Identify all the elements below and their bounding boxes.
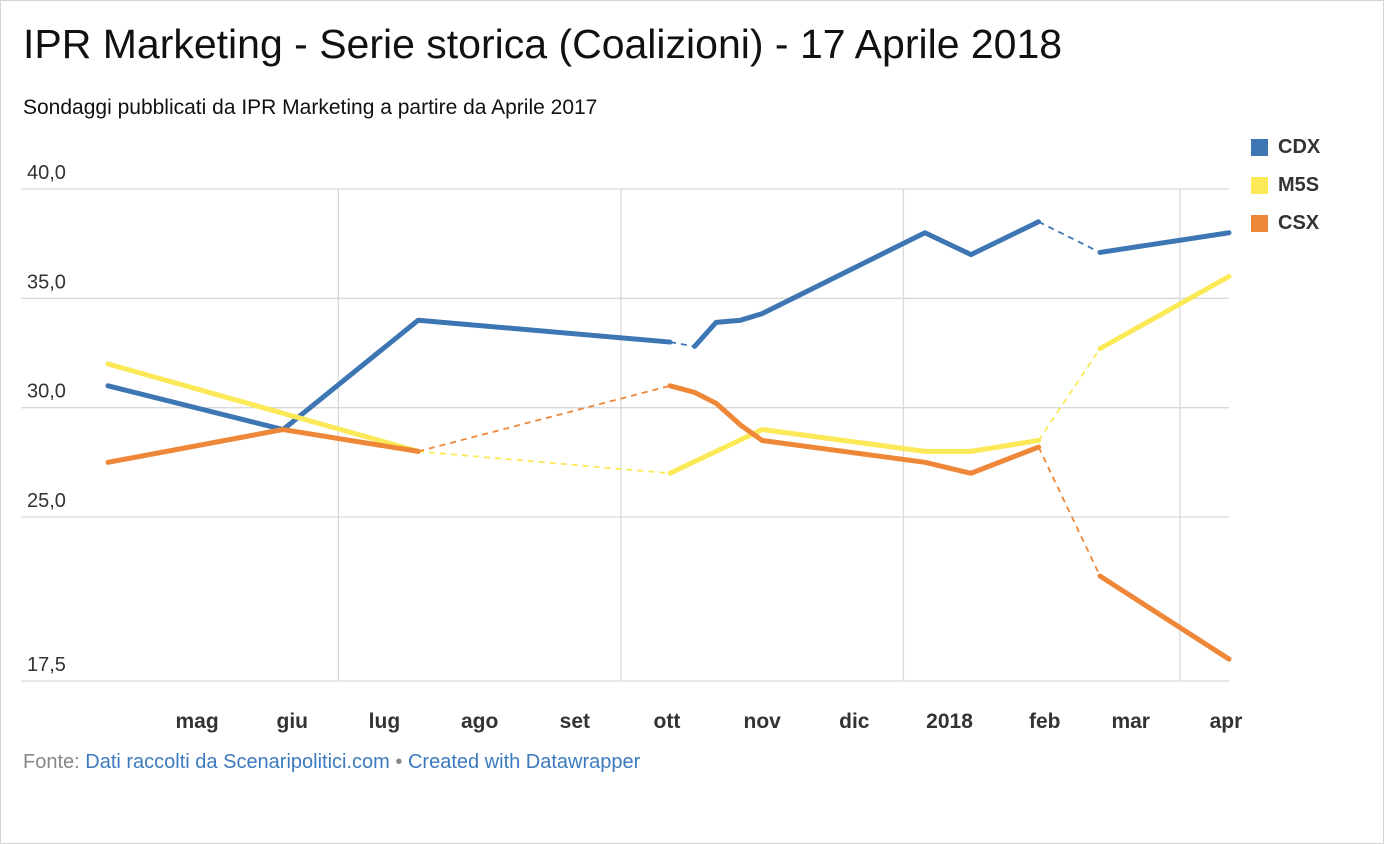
data-point-csx[interactable] bbox=[105, 459, 111, 465]
x-tick-label: mar bbox=[1111, 710, 1150, 733]
data-point-cdx[interactable] bbox=[415, 317, 421, 323]
series-line-cdx[interactable] bbox=[692, 219, 1042, 349]
series-gap-csx bbox=[1037, 446, 1101, 577]
series-line-csx[interactable] bbox=[1097, 573, 1232, 662]
data-point-m5s[interactable] bbox=[667, 470, 673, 476]
data-point-csx[interactable] bbox=[692, 389, 698, 395]
data-point-csx[interactable] bbox=[759, 437, 765, 443]
data-point-csx[interactable] bbox=[713, 400, 719, 406]
series-m5s bbox=[105, 273, 1232, 476]
series-csx bbox=[105, 383, 1232, 662]
x-tick-label: ago bbox=[461, 710, 498, 733]
data-point-csx[interactable] bbox=[738, 422, 744, 428]
y-tick-label: 25,0 bbox=[27, 490, 66, 512]
series-gap-m5s bbox=[1037, 348, 1101, 441]
source-label: Fonte: bbox=[23, 751, 80, 773]
datawrapper-credit-link[interactable]: Created with Datawrapper bbox=[407, 751, 641, 773]
data-point-m5s[interactable] bbox=[968, 448, 974, 454]
data-point-cdx[interactable] bbox=[692, 343, 698, 349]
legend-label-cdx: CDX bbox=[1278, 135, 1321, 158]
series-line-m5s[interactable] bbox=[105, 361, 421, 454]
data-point-cdx[interactable] bbox=[1036, 219, 1042, 225]
data-point-cdx[interactable] bbox=[759, 311, 765, 317]
series-gap-cdx bbox=[1038, 220, 1101, 254]
x-tick-label: 2018 bbox=[926, 710, 973, 733]
series-gap-m5s bbox=[418, 450, 671, 475]
data-point-cdx[interactable] bbox=[105, 383, 111, 389]
x-tick-label: ott bbox=[654, 710, 681, 733]
data-point-cdx[interactable] bbox=[738, 317, 744, 323]
data-point-csx[interactable] bbox=[1097, 573, 1103, 579]
data-point-csx[interactable] bbox=[1226, 656, 1232, 662]
x-tick-label: apr bbox=[1210, 710, 1243, 733]
data-point-csx[interactable] bbox=[968, 470, 974, 476]
data-point-csx[interactable] bbox=[415, 448, 421, 454]
footer: Fonte: Dati raccolti da Scenaripolitici.… bbox=[23, 751, 640, 774]
x-axis-ticks: mag giu lug ago set ott nov dic 2018 feb mar apr bbox=[175, 710, 1242, 733]
x-tick-label: feb bbox=[1029, 710, 1061, 733]
y-axis-ticks: 40,0 35,0 30,0 25,0 17,5 bbox=[27, 162, 66, 676]
series-lines bbox=[105, 219, 1232, 662]
legend-label-csx: CSX bbox=[1278, 211, 1320, 234]
series-line-m5s[interactable] bbox=[1097, 273, 1232, 352]
x-tick-label: giu bbox=[277, 710, 309, 733]
data-point-cdx[interactable] bbox=[713, 319, 719, 325]
x-tick-label: mag bbox=[175, 710, 218, 733]
series-gap-cdx bbox=[669, 341, 695, 348]
x-tick-label: set bbox=[560, 710, 590, 733]
series-gap-csx bbox=[417, 384, 671, 453]
y-tick-label: 40,0 bbox=[27, 162, 66, 184]
footer-separator: • bbox=[395, 751, 403, 773]
series-cdx bbox=[105, 219, 1232, 433]
chart-subtitle: Sondaggi pubblicati da IPR Marketing a p… bbox=[23, 96, 598, 119]
data-point-cdx[interactable] bbox=[922, 230, 928, 236]
chart-title: IPR Marketing - Serie storica (Coalizion… bbox=[23, 21, 1063, 67]
series-line-csx[interactable] bbox=[105, 427, 421, 465]
data-point-m5s[interactable] bbox=[105, 361, 111, 367]
grid-lines bbox=[21, 188, 1229, 682]
y-tick-label: 30,0 bbox=[27, 381, 66, 403]
data-point-csx[interactable] bbox=[280, 427, 286, 433]
data-point-cdx[interactable] bbox=[667, 339, 673, 345]
data-point-m5s[interactable] bbox=[1226, 273, 1232, 279]
data-point-cdx[interactable] bbox=[1097, 249, 1103, 255]
series-line-m5s[interactable] bbox=[667, 427, 1042, 476]
data-point-cdx[interactable] bbox=[1226, 230, 1232, 236]
data-point-m5s[interactable] bbox=[759, 427, 765, 433]
legend-item-csx[interactable]: CSX bbox=[1251, 204, 1320, 242]
y-tick-label: 17,5 bbox=[27, 654, 66, 676]
source-link[interactable]: Dati raccolti da Scenaripolitici.com bbox=[85, 751, 390, 773]
legend-item-cdx[interactable]: CDX bbox=[1251, 128, 1320, 166]
data-point-csx[interactable] bbox=[922, 459, 928, 465]
legend-label-m5s: M5S bbox=[1278, 173, 1320, 196]
data-point-m5s[interactable] bbox=[1036, 437, 1042, 443]
x-tick-label: dic bbox=[839, 710, 870, 733]
series-line-cdx[interactable] bbox=[105, 317, 673, 433]
data-point-m5s[interactable] bbox=[922, 448, 928, 454]
legend-swatch-csx bbox=[1251, 214, 1268, 232]
data-point-cdx[interactable] bbox=[968, 252, 974, 258]
series-line-cdx[interactable] bbox=[1097, 230, 1232, 255]
y-tick-label: 35,0 bbox=[27, 271, 66, 293]
legend-item-m5s[interactable]: M5S bbox=[1251, 166, 1320, 204]
legend-swatch-m5s bbox=[1251, 176, 1268, 194]
series-line-csx[interactable] bbox=[667, 383, 1042, 476]
x-tick-label: nov bbox=[744, 710, 782, 733]
legend: CDX M5S CSX bbox=[1251, 128, 1320, 242]
data-point-csx[interactable] bbox=[1036, 444, 1042, 450]
data-point-m5s[interactable] bbox=[1097, 346, 1103, 352]
data-point-csx[interactable] bbox=[667, 383, 673, 389]
legend-swatch-cdx bbox=[1251, 138, 1268, 156]
x-tick-label: lug bbox=[369, 710, 401, 733]
